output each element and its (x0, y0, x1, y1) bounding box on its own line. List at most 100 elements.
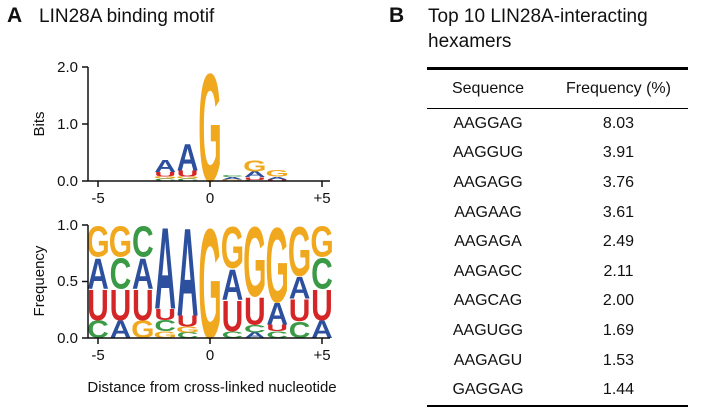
logo-letter-g: G (154, 330, 177, 341)
frequency-cell: 1.53 (602, 351, 635, 369)
y-axis-label: Bits (31, 111, 48, 136)
table-header-row: Sequence Frequency (%) (427, 67, 688, 109)
hexamer-table: Sequence Frequency (%) AAGGAG 8.03 AAGGUG… (427, 67, 688, 407)
logo-letter-a: A (87, 249, 109, 298)
logo-letter-a: A (222, 176, 244, 180)
logo-letter-c: C (154, 178, 176, 182)
logo-letter-c: C (311, 249, 333, 298)
frequency-cell: 3.76 (602, 173, 635, 191)
logo-letter-u: U (244, 290, 266, 334)
logo-letter-u: U (177, 169, 199, 178)
sequence-cell: GAGGAG (427, 375, 549, 407)
logo-letter-u: U (87, 280, 109, 329)
frequency-cell: 1.69 (602, 321, 635, 339)
column-header-sequence: Sequence (427, 67, 549, 109)
logo-letter-c: C (244, 323, 266, 335)
logo-letter-g: G (243, 157, 266, 175)
logo-letter-c: C (154, 317, 176, 335)
logo-letter-c: C (289, 317, 311, 343)
y-tick-label: 0.0 (57, 173, 78, 190)
column-header-frequency: Frequency (%) (549, 67, 688, 109)
x-tick-label: 0 (206, 347, 214, 364)
logo-letter-a: A (154, 157, 176, 176)
logo-letter-a: A (244, 170, 266, 179)
logo-letter-u: U (289, 292, 311, 328)
y-tick-label: 2.0 (57, 59, 78, 76)
sequence-cell: AAGGUG (452, 144, 524, 162)
panel-a-title: LIN28A binding motif (39, 6, 215, 27)
frequency-cell: 2.00 (602, 292, 635, 310)
logo-letter-c: C (266, 330, 288, 341)
logo-letter-u: U (222, 292, 244, 341)
table-row: AAGAAG 3.61 (427, 198, 688, 228)
table-row: AAGUGG 1.69 (427, 316, 688, 346)
x-tick-label: +5 (313, 190, 330, 207)
logo-letter-g: G (176, 176, 199, 180)
logo-letter-g: G (310, 217, 333, 266)
logo-letter-u: U (110, 280, 132, 329)
sequence-cell: AAGUGG (452, 321, 524, 339)
frequency-cell: 3.61 (602, 203, 635, 221)
logo-letter-a: A (177, 203, 199, 343)
frequency-cell: 3.91 (602, 144, 635, 162)
sequence-cell: AAGAGC (453, 262, 523, 280)
x-tick-label: -5 (91, 347, 104, 364)
logo-letter-g: G (131, 315, 154, 343)
table-row: AAGAGA 2.49 (427, 227, 688, 257)
table-row: AAGAGC 2.11 (427, 257, 688, 287)
logo-letter-a: A (266, 176, 288, 180)
logo-letter-g: G (109, 217, 132, 266)
panel-b-title-line1: Top 10 LIN28A-interacting (428, 6, 648, 27)
logo-letter-a: A (266, 296, 288, 332)
y-axis-label: Frequency (31, 245, 48, 316)
sequence-cell: AAGAGU (453, 351, 523, 369)
frequency-cell: 1.44 (549, 375, 688, 407)
frequency-cell: 8.03 (602, 114, 635, 132)
logo-letter-c: C (87, 315, 109, 343)
logo-letter-a: A (132, 249, 154, 298)
y-tick-label: 0.5 (57, 273, 78, 290)
sequence-cell: AAGCAG (453, 292, 523, 310)
logo-letter-u: U (154, 171, 176, 178)
table-row: AAGGAG 8.03 (427, 109, 688, 139)
x-tick-label: -5 (91, 190, 104, 207)
logo-letter-u: U (266, 323, 288, 334)
panel-a-letter: A (7, 4, 23, 27)
logo-letter-u: U (311, 280, 333, 329)
logo-letter-g: G (198, 196, 221, 371)
bits-logo: CGUACGUAGGACCUAGUAG 2.0 1.0 0.0 -5 0 +5 … (31, 41, 331, 215)
x-tick-label: +5 (313, 347, 330, 364)
logo-letter-g: G (198, 41, 221, 215)
logo-letter-a: A (222, 260, 244, 309)
sequence-cell: AAGAGG (453, 173, 523, 191)
logo-letter-c: C (177, 331, 199, 340)
logo-letter-u: U (132, 280, 154, 329)
logo-letter-a: A (244, 331, 266, 340)
logo-letter-g: G (221, 215, 244, 282)
sequence-cell: AAGAAG (454, 203, 522, 221)
frequency-cell: 2.49 (602, 233, 635, 251)
logo-letter-g: G (221, 179, 244, 182)
table-row: AAGGUG 3.91 (427, 139, 688, 169)
logo-letter-a: A (154, 203, 176, 333)
frequency-cell: 2.11 (603, 262, 634, 280)
logo-letter-g: G (266, 168, 289, 179)
logo-letter-g: G (266, 205, 289, 325)
logo-letter-u: U (154, 306, 176, 324)
panel-b-letter: B (389, 4, 405, 27)
panel-b-title-line2: hexamers (428, 31, 512, 52)
logo-letter-a: A (110, 315, 132, 343)
logo-letter-u: U (244, 176, 266, 180)
logo-letter-g: G (86, 217, 109, 266)
logo-letter-g: G (154, 176, 177, 180)
logo-letter-g: G (243, 208, 266, 318)
logo-letter-c: C (110, 249, 132, 298)
logo-letter-c: C (177, 178, 199, 182)
logo-letter-c: C (132, 217, 154, 266)
y-tick-label: 0.0 (57, 330, 78, 347)
logo-letter-a: A (289, 270, 311, 306)
logo-letter-u: U (177, 313, 199, 331)
x-axis-label: Distance from cross-linked nucleotide (87, 379, 336, 396)
logo-letter-g: G (288, 213, 311, 291)
logo-letter-a: A (177, 137, 199, 179)
